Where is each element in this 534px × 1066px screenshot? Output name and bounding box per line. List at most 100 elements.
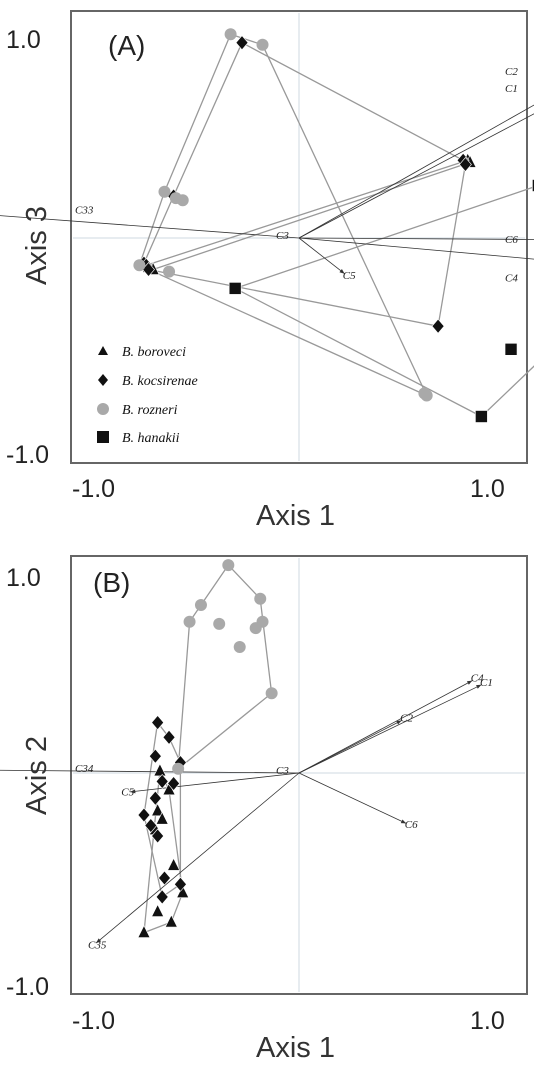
point-boroveci	[151, 803, 165, 817]
legend-marker-kocsirenae	[98, 374, 108, 386]
x-axis-label-a: Axis 1	[256, 500, 335, 532]
vector-line	[0, 769, 300, 774]
point-kocsirenae	[155, 773, 169, 789]
vector-arrowhead	[400, 819, 407, 824]
point-kocsirenae	[174, 876, 187, 892]
point-kocsirenae	[151, 715, 165, 731]
vector-label: C3	[276, 765, 289, 777]
vector-arrowhead	[466, 680, 473, 685]
point-kocsirenae	[137, 807, 151, 823]
vector-line	[298, 104, 534, 239]
vector-label: C1	[480, 677, 493, 689]
vector-line	[298, 113, 534, 239]
x-tick-left-a: -1.0	[72, 475, 115, 503]
point-rozneri	[420, 389, 433, 402]
vector-arrowhead	[130, 789, 136, 794]
vector-label: C6	[405, 819, 418, 831]
point-boroveci	[167, 857, 181, 871]
legend-marker-boroveci	[98, 346, 108, 355]
hull-rozneri-a	[138, 33, 428, 397]
point-hanakii	[228, 282, 242, 295]
vector-c34-b: C34	[0, 763, 300, 775]
vector-label: C33	[75, 204, 94, 216]
vector-c6-b: C6	[298, 772, 418, 831]
legend: B. boroveci B. kocsirenae B. rozneri B. …	[97, 345, 198, 446]
point-kocsirenae	[155, 889, 169, 905]
vector-c33-a: C33	[0, 204, 300, 239]
vector-c1-a: C1	[298, 83, 534, 239]
vector-label: C6	[505, 234, 518, 246]
vector-line	[298, 237, 534, 260]
point-rozneri	[222, 559, 235, 572]
y-tick-top-a: 1.0	[6, 26, 41, 54]
vector-label: C3	[276, 230, 289, 242]
vector-arrowhead	[96, 938, 102, 944]
point-rozneri	[256, 38, 269, 51]
point-rozneri	[183, 615, 196, 628]
vector-c1-b: C1	[298, 677, 493, 774]
point-rozneri	[213, 617, 226, 630]
vector-label: C4	[471, 673, 484, 685]
y-axis-label-b: Axis 2	[21, 736, 53, 815]
vector-c35-b: C35	[88, 772, 300, 952]
point-rozneri	[194, 599, 207, 611]
point-rozneri	[265, 687, 278, 700]
point-rozneri	[176, 194, 189, 207]
x-tick-right-b: 1.0	[470, 1007, 505, 1035]
panel-a: (A) 1.0 -1.0 -1.0 1.0 Axis 1 Axis 3 B. b…	[6, 10, 528, 532]
vector-line	[298, 772, 407, 824]
x-tick-left-b: -1.0	[72, 1007, 115, 1035]
vector-c2-b: C2	[298, 713, 413, 774]
point-boroveci	[153, 763, 167, 777]
y-tick-top-b: 1.0	[6, 564, 41, 592]
vector-arrowhead	[339, 269, 345, 274]
vector-label: C5	[343, 270, 356, 282]
vector-label: C1	[505, 83, 518, 95]
point-rozneri	[233, 641, 246, 653]
vector-c6-a: C6	[298, 234, 534, 246]
point-kocsirenae	[148, 748, 162, 764]
vector-c4-b: C4	[298, 673, 484, 774]
x-tick-right-a: 1.0	[470, 475, 505, 503]
legend-label-rozneri: B. rozneri	[122, 403, 178, 418]
point-rozneri	[133, 259, 146, 272]
point-boroveci	[164, 914, 178, 928]
panel-label-a: (A)	[108, 30, 145, 61]
vector-label: C4	[505, 272, 518, 284]
vector-line	[130, 772, 300, 793]
legend-marker-hanakii	[97, 431, 109, 443]
vector-arrowhead	[396, 720, 402, 725]
vector-c4-a: C4	[298, 237, 534, 284]
vector-c2-a: C2	[298, 66, 534, 239]
panel-label-b: (B)	[93, 567, 130, 598]
point-kocsirenae	[151, 828, 165, 844]
vector-c3-b: C3	[276, 765, 289, 777]
point-boroveci	[155, 811, 169, 825]
vector-label: C35	[88, 940, 107, 952]
point-kocsirenae	[158, 870, 171, 886]
vector-line	[95, 772, 300, 944]
vector-label: C5	[121, 786, 134, 798]
point-rozneri	[249, 622, 262, 635]
point-hanakii	[475, 410, 488, 423]
point-rozneri	[172, 762, 185, 775]
legend-marker-rozneri	[97, 403, 109, 415]
point-kocsirenae	[459, 157, 472, 172]
vector-label: C2	[505, 66, 518, 78]
legend-label-hanakii: B. hanakii	[122, 431, 180, 446]
point-rozneri	[254, 592, 267, 605]
point-kocsirenae	[431, 318, 445, 334]
vector-arrowhead	[476, 684, 482, 689]
point-boroveci	[151, 903, 165, 917]
vector-line	[298, 684, 482, 774]
legend-label-boroveci: B. boroveci	[122, 345, 186, 360]
point-kocsirenae	[148, 790, 162, 806]
y-tick-bottom-b: -1.0	[6, 973, 49, 1001]
vector-label: C34	[75, 763, 94, 775]
vector-c5-a: C5	[298, 237, 356, 282]
vector-line	[298, 237, 345, 275]
point-kocsirenae	[235, 35, 249, 51]
point-rozneri	[224, 28, 237, 41]
vector-label: C2	[400, 713, 413, 725]
